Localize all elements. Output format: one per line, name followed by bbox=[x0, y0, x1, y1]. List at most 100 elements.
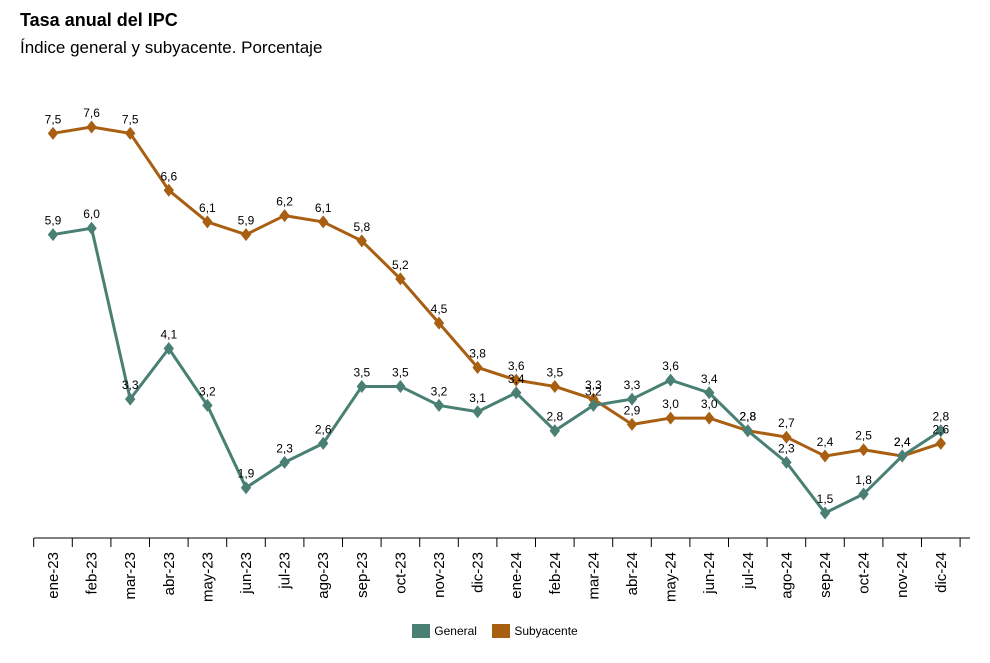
data-label-subyacente: 3,8 bbox=[469, 346, 486, 360]
x-tick-label: jul-23 bbox=[277, 552, 294, 590]
data-point-general bbox=[588, 398, 599, 412]
x-tick-label: nov-23 bbox=[431, 552, 448, 598]
data-label-general: 1,8 bbox=[855, 473, 872, 487]
data-point-general bbox=[511, 386, 522, 400]
data-point-subyacente bbox=[125, 126, 136, 140]
data-label-general: 3,2 bbox=[199, 384, 216, 398]
x-tick-label: sep-24 bbox=[817, 552, 834, 598]
data-point-general bbox=[626, 392, 638, 406]
data-label-subyacente: 6,2 bbox=[276, 195, 293, 209]
x-tick-label: nov-24 bbox=[894, 552, 911, 598]
data-point-subyacente bbox=[511, 373, 522, 387]
data-label-general: 3,4 bbox=[508, 372, 525, 386]
x-tick-label: jun-23 bbox=[238, 552, 255, 595]
data-point-subyacente bbox=[395, 272, 406, 286]
data-point-general bbox=[47, 228, 59, 242]
data-label-general: 3,5 bbox=[353, 365, 370, 379]
data-label-general: 2,8 bbox=[932, 410, 949, 424]
data-label-general: 3,5 bbox=[392, 365, 409, 379]
x-tick-label: oct-24 bbox=[856, 552, 873, 594]
data-label-subyacente: 3,6 bbox=[508, 359, 525, 373]
data-point-subyacente bbox=[549, 379, 560, 393]
data-point-subyacente bbox=[279, 209, 290, 223]
data-point-general bbox=[858, 487, 869, 501]
data-label-subyacente: 7,5 bbox=[122, 112, 139, 126]
data-point-general bbox=[125, 392, 136, 406]
x-tick-label: mar-23 bbox=[122, 552, 139, 600]
data-point-general bbox=[202, 398, 213, 412]
data-label-general: 2,8 bbox=[546, 410, 563, 424]
data-label-subyacente: 2,8 bbox=[739, 410, 756, 424]
data-point-subyacente bbox=[433, 316, 445, 330]
data-label-general: 3,3 bbox=[624, 378, 641, 392]
x-tick-label: abr-23 bbox=[161, 552, 178, 595]
x-tick-label: feb-23 bbox=[84, 552, 101, 595]
data-point-general bbox=[395, 379, 406, 393]
data-label-general: 3,4 bbox=[701, 372, 718, 386]
data-point-general bbox=[356, 379, 367, 393]
x-tick-label: ago-23 bbox=[315, 552, 332, 599]
data-label-general: 3,3 bbox=[122, 378, 139, 392]
data-label-general: 2,6 bbox=[315, 422, 332, 436]
x-tick-label: ago-24 bbox=[778, 552, 795, 599]
data-label-general: 3,1 bbox=[469, 391, 486, 405]
x-tick-label: jun-24 bbox=[701, 552, 718, 595]
data-point-subyacente bbox=[704, 411, 715, 425]
data-point-general bbox=[819, 506, 831, 520]
data-label-subyacente: 3,0 bbox=[662, 397, 679, 411]
data-point-subyacente bbox=[163, 183, 174, 197]
data-point-subyacente bbox=[318, 215, 329, 229]
data-point-general bbox=[742, 424, 753, 438]
data-point-general bbox=[86, 221, 97, 235]
data-point-general bbox=[935, 424, 946, 438]
data-label-subyacente: 6,1 bbox=[199, 201, 216, 215]
data-label-subyacente: 2,7 bbox=[778, 416, 795, 430]
data-label-subyacente: 6,1 bbox=[315, 201, 332, 215]
data-label-subyacente: 7,6 bbox=[83, 106, 100, 120]
data-point-subyacente bbox=[202, 215, 213, 229]
chart-subtitle: Índice general y subyacente. Porcentaje bbox=[20, 38, 323, 57]
data-label-subyacente: 3,3 bbox=[585, 378, 602, 392]
x-tick-label: ene-24 bbox=[508, 552, 525, 599]
x-tick-label: ene-23 bbox=[45, 552, 62, 599]
x-tick-label: may-24 bbox=[663, 552, 680, 602]
data-label-subyacente: 5,9 bbox=[238, 214, 255, 228]
data-label-general: 2,8 bbox=[739, 410, 756, 424]
data-point-general bbox=[279, 455, 290, 469]
legend-swatch-subyacente bbox=[492, 624, 511, 638]
data-point-subyacente bbox=[935, 436, 946, 450]
legend-item-general: General bbox=[412, 624, 477, 638]
x-tick-label: mar-24 bbox=[585, 552, 602, 600]
data-point-subyacente bbox=[472, 360, 483, 374]
data-point-subyacente bbox=[47, 126, 59, 140]
data-point-general bbox=[897, 449, 908, 463]
x-tick-label: feb-24 bbox=[547, 552, 564, 595]
series-line-general bbox=[52, 226, 942, 515]
x-tick-label: oct-23 bbox=[392, 552, 409, 594]
data-point-subyacente bbox=[858, 443, 869, 457]
data-label-general: 1,5 bbox=[817, 492, 834, 506]
data-point-general bbox=[781, 455, 792, 469]
data-point-general bbox=[318, 436, 329, 450]
data-label-subyacente: 3,5 bbox=[546, 365, 563, 379]
data-point-general bbox=[472, 405, 483, 419]
data-label-subyacente: 5,2 bbox=[392, 258, 409, 272]
legend-label-general: General bbox=[434, 624, 477, 638]
data-point-subyacente bbox=[665, 411, 676, 425]
data-label-general: 3,6 bbox=[662, 359, 679, 373]
legend-item-subyacente: Subyacente bbox=[492, 624, 578, 638]
x-tick-label: dic-23 bbox=[470, 552, 487, 593]
chart-title: Tasa anual del IPC bbox=[20, 10, 178, 30]
data-point-general bbox=[433, 398, 445, 412]
series-line-subyacente bbox=[52, 125, 942, 458]
x-tick-label: abr-24 bbox=[624, 552, 641, 595]
data-label-general: 3,2 bbox=[585, 384, 602, 398]
data-label-general: 4,1 bbox=[160, 327, 177, 341]
data-label-general: 1,9 bbox=[238, 467, 255, 481]
data-point-general bbox=[704, 386, 715, 400]
data-label-general: 2,4 bbox=[894, 435, 911, 449]
x-tick-label: dic-24 bbox=[933, 552, 950, 593]
x-tick-label: may-23 bbox=[199, 552, 216, 602]
data-label-subyacente: 2,4 bbox=[817, 435, 834, 449]
data-point-general bbox=[665, 373, 676, 387]
